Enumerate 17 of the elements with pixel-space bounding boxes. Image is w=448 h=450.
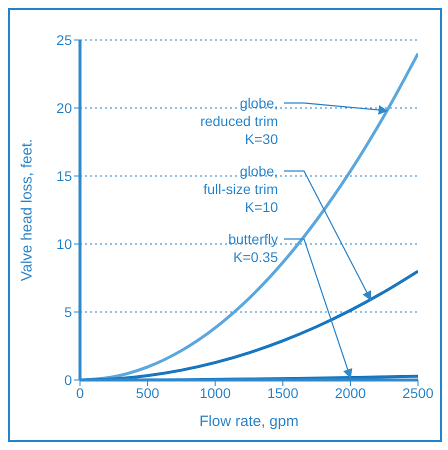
y-tick-label: 25 bbox=[56, 32, 72, 48]
y-tick-label: 5 bbox=[64, 304, 72, 320]
annotation: globe, reduced trim K=30 bbox=[200, 95, 278, 147]
y-tick-label: 0 bbox=[64, 372, 72, 388]
x-tick-label: 2000 bbox=[334, 384, 366, 401]
annotation: globe, full-size trim K=10 bbox=[203, 163, 278, 215]
x-tick-label: 1500 bbox=[267, 384, 299, 401]
y-tick-label: 10 bbox=[56, 236, 72, 252]
y-tick-label: 20 bbox=[56, 100, 72, 116]
y-axis-title: Valve head loss, feet. bbox=[18, 138, 36, 282]
y-tick-label: 15 bbox=[56, 168, 72, 184]
annotation: butterfly K=0.35 bbox=[228, 231, 278, 265]
x-tick-label: 500 bbox=[136, 384, 160, 401]
x-tick-label: 0 bbox=[76, 384, 84, 401]
x-axis-title: Flow rate, gpm bbox=[199, 413, 299, 430]
x-tick-label: 1000 bbox=[200, 384, 231, 401]
x-tick-label: 2500 bbox=[402, 384, 434, 401]
